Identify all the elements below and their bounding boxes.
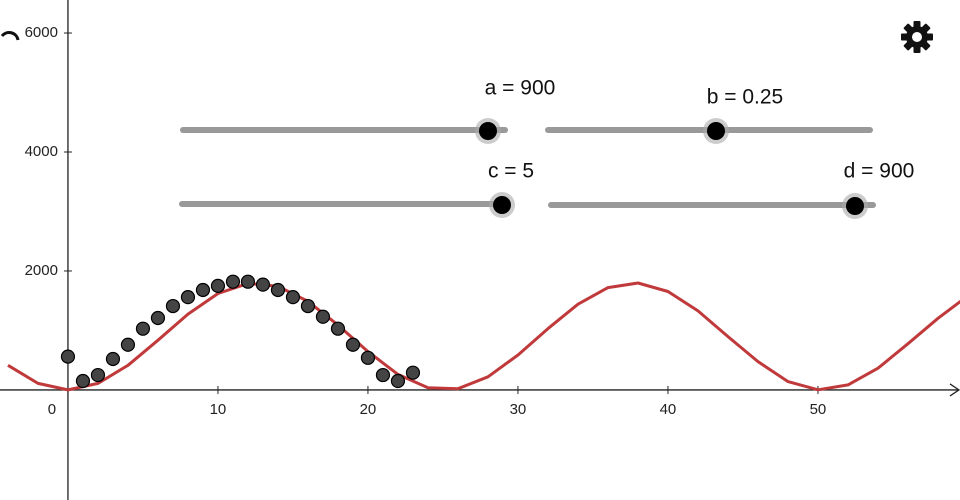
- x-tick-label: 0: [48, 401, 56, 418]
- settings-button[interactable]: [901, 21, 933, 53]
- data-point: [270, 282, 286, 298]
- data-point: [240, 274, 256, 289]
- data-point: [165, 298, 181, 314]
- y-tick-label: 2000: [25, 262, 58, 279]
- data-point: [195, 282, 211, 298]
- slider-label: d = 900: [844, 160, 915, 183]
- data-point: [60, 349, 76, 364]
- data-point: [300, 298, 316, 314]
- slider-label: b = 0.25: [707, 86, 783, 109]
- data-point: [120, 337, 136, 352]
- data-point: [285, 290, 301, 305]
- data-point: [390, 373, 406, 389]
- y-tick-label: 6000: [25, 24, 58, 41]
- data-point: [405, 365, 421, 380]
- data-point: [255, 277, 271, 292]
- slider-c[interactable]: c = 5: [179, 160, 534, 218]
- data-point: [105, 351, 121, 367]
- x-tick-label: 30: [510, 401, 527, 418]
- y-tick-label: 4000: [25, 143, 58, 160]
- slider-a[interactable]: a = 900: [180, 77, 556, 144]
- data-point: [315, 309, 331, 324]
- slider-b[interactable]: b = 0.25: [545, 86, 873, 144]
- x-tick-label: 40: [660, 401, 677, 418]
- slider-d[interactable]: d = 900: [548, 160, 915, 219]
- data-point: [210, 278, 226, 293]
- data-point: [135, 321, 151, 336]
- data-point: [360, 350, 376, 365]
- data-point: [75, 373, 91, 389]
- data-point: [330, 321, 346, 336]
- data-point: [375, 367, 391, 383]
- data-point: [90, 367, 106, 383]
- x-tick-label: 10: [210, 401, 227, 418]
- slider-label: a = 900: [485, 77, 556, 100]
- data-point: [345, 337, 361, 352]
- undo-icon[interactable]: [0, 31, 20, 41]
- data-point: [225, 274, 241, 289]
- data-point: [180, 290, 196, 305]
- data-point: [150, 310, 166, 326]
- x-tick-label: 20: [360, 401, 377, 418]
- x-tick-label: 50: [810, 401, 827, 418]
- slider-label: c = 5: [488, 160, 534, 183]
- function-curve: [7, 281, 960, 392]
- x-axis-arrow: [949, 383, 960, 397]
